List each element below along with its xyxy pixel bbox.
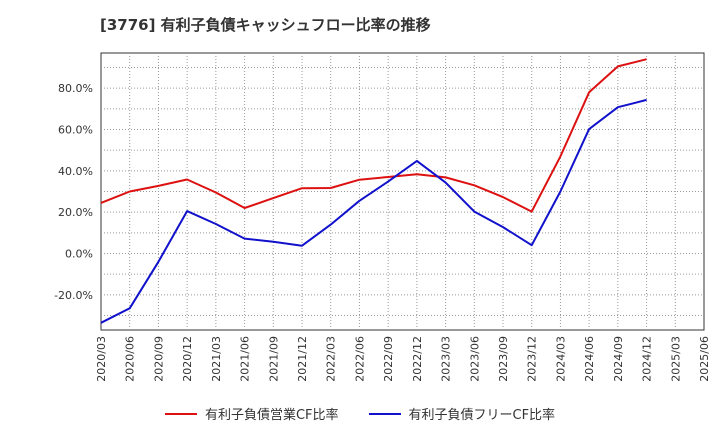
- y-tick-label: 20.0%: [58, 206, 93, 219]
- legend-label-operating-cf: 有利子負債営業CF比率: [204, 408, 339, 423]
- x-tick-label: 2023/06: [468, 336, 481, 382]
- x-tick-label: 2023/12: [526, 336, 539, 382]
- y-tick-label: -20.0%: [54, 289, 93, 302]
- x-tick-label: 2024/12: [641, 336, 654, 382]
- plot-area: [100, 52, 705, 331]
- x-tick-label: 2020/12: [181, 336, 194, 382]
- x-tick-label: 2021/06: [239, 336, 252, 382]
- series-line-1: [100, 98, 647, 324]
- x-tick-label: 2020/09: [152, 336, 165, 382]
- x-tick-label: 2023/09: [497, 336, 510, 382]
- series-lines: [100, 58, 647, 324]
- y-tick-label: 60.0%: [58, 123, 93, 136]
- y-tick-label: 40.0%: [58, 165, 93, 178]
- legend-item-operating-cf: 有利子負債営業CF比率: [164, 404, 339, 423]
- x-tick-label: 2022/09: [382, 336, 395, 382]
- x-tick-label: 2025/06: [698, 336, 711, 382]
- y-tick-label: 80.0%: [58, 82, 93, 95]
- x-tick-label: 2025/03: [669, 336, 682, 382]
- legend-swatch-operating-cf: [164, 412, 197, 415]
- x-tick-label: 2021/09: [267, 336, 280, 382]
- x-tick-label: 2022/12: [411, 336, 424, 382]
- x-tick-label: 2024/03: [554, 336, 567, 382]
- legend: 有利子負債営業CF比率 有利子負債フリーCF比率: [0, 404, 720, 423]
- legend-item-free-cf: 有利子負債フリーCF比率: [368, 404, 556, 423]
- x-tick-label: 2022/06: [353, 336, 366, 382]
- x-tick-label: 2024/09: [612, 336, 625, 382]
- legend-label-free-cf: 有利子負債フリーCF比率: [408, 408, 556, 423]
- chart-title: [3776] 有利子負債キャッシュフロー比率の推移: [100, 16, 431, 34]
- x-tick-label: 2021/03: [210, 336, 223, 382]
- series-line-0: [100, 58, 647, 213]
- x-tick-label: 2024/06: [583, 336, 596, 382]
- x-tick-label: 2023/03: [440, 336, 453, 382]
- y-axis-ticks: -20.0% 0.0% 20.0% 40.0% 60.0% 80.0%: [54, 82, 93, 302]
- x-axis-ticks: 2020/03 2020/06 2020/09 2020/12 2021/03 2021/…: [95, 336, 711, 382]
- x-tick-label: 2020/03: [95, 336, 108, 382]
- x-tick-label: 2022/03: [325, 336, 338, 382]
- x-tick-label: 2021/12: [296, 336, 309, 382]
- legend-swatch-free-cf: [368, 412, 401, 415]
- x-tick-label: 2020/06: [124, 336, 137, 382]
- y-tick-label: 0.0%: [65, 248, 93, 261]
